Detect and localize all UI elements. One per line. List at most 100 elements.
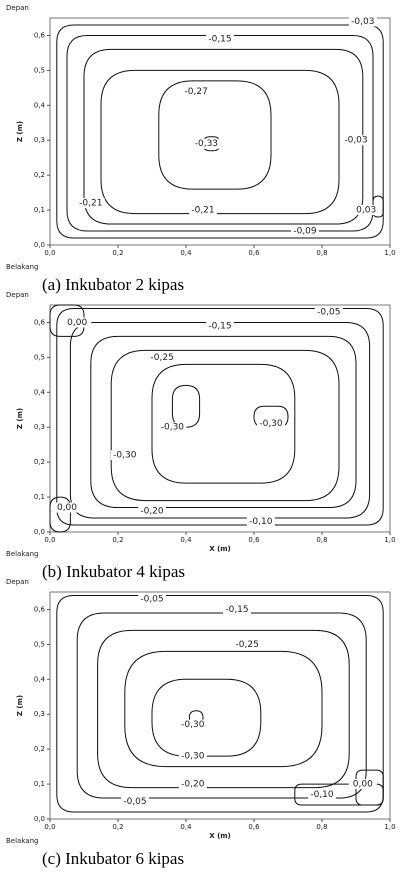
contour-line: [56, 307, 384, 526]
y-tick-label: 0,1: [34, 206, 45, 214]
contour-label: -0,25: [236, 640, 259, 650]
contour-label-bg: [158, 422, 187, 433]
x-tick-label: 0,0: [44, 823, 55, 831]
contour-line: [355, 769, 384, 806]
x-tick-label: 0,2: [112, 823, 123, 831]
contour-label: -0,30: [181, 752, 205, 762]
contour-label-bg: [257, 418, 285, 429]
annotation-top: Depan: [6, 4, 29, 12]
x-tick-label: 0,6: [248, 536, 260, 544]
contour-line: [83, 48, 364, 225]
contour-line: [90, 335, 357, 509]
y-tick-label: 0,4: [34, 675, 46, 683]
contour-label: 0,00: [57, 503, 77, 513]
contour-label-bg: [223, 604, 251, 615]
caption: (b) Inkubator 4 kipas: [42, 562, 185, 581]
contour-label-bg: [308, 789, 336, 800]
contour-line: [158, 80, 272, 190]
contour-label: -0,15: [225, 605, 248, 615]
contour-line: [49, 304, 85, 337]
contour-label-bg: [314, 306, 343, 317]
contour-label-bg: [233, 639, 262, 650]
contour-label: -0,05: [123, 797, 146, 807]
x-tick-label: 0,0: [44, 249, 55, 257]
x-tick-label: 0,6: [248, 823, 260, 831]
contour-label-bg: [148, 352, 177, 363]
contour-label: -0,21: [191, 206, 214, 216]
contour-label: -0,10: [310, 790, 334, 800]
x-tick-label: 1,0: [384, 536, 395, 544]
x-tick-label: 0,4: [180, 823, 192, 831]
contour-label: -0,10: [249, 517, 273, 527]
contour-label: -0,20: [140, 507, 164, 517]
contour-line: [97, 629, 350, 789]
contour-label: -0,30: [181, 720, 205, 730]
panel: 0,0 0,2 0,4 0,6 0,8 1,0 0,0 0,1 0,2 0,3 0,4 0,5 0,6 -…: [6, 578, 396, 868]
annotation-bottom: Belakang: [6, 263, 38, 271]
y-tick-label: 0,3: [34, 423, 45, 431]
contour-label: -0,03: [351, 17, 374, 27]
contour-line: [100, 69, 340, 215]
contour-label: 0,03: [356, 206, 376, 216]
y-axis-label: Z (m): [16, 408, 24, 429]
plot-frame: [49, 304, 391, 533]
x-tick-label: 0,2: [112, 249, 123, 257]
contour-line: [69, 321, 371, 519]
caption: (a) Inkubator 2 kipas: [42, 275, 184, 294]
plot-frame: [49, 591, 391, 820]
contour-line: [124, 650, 323, 768]
y-tick-label: 0,5: [34, 640, 45, 648]
contour-line: [151, 363, 296, 484]
contour-label: -0,30: [161, 423, 185, 433]
contour-label-bg: [138, 593, 166, 604]
contour-line: [76, 612, 367, 799]
x-tick-label: 0,6: [248, 249, 260, 257]
y-tick-label: 0,0: [34, 815, 45, 823]
contour-label-bg: [348, 779, 377, 790]
contour-line: [66, 34, 374, 232]
x-axis-label: X (m): [209, 832, 231, 840]
contour-label: 0,00: [67, 318, 87, 328]
annotation-bottom: Belakang: [6, 837, 38, 845]
contour-label: 0,00: [353, 780, 373, 790]
y-tick-label: 0,4: [34, 101, 46, 109]
contour-label-bg: [206, 320, 234, 331]
contour-label: -0,15: [208, 321, 231, 331]
contour-label: -0,30: [259, 419, 283, 429]
x-tick-label: 0,0: [44, 536, 55, 544]
contour-label-bg: [189, 205, 217, 216]
contour-label-bg: [138, 506, 166, 517]
y-tick-label: 0,1: [34, 780, 45, 788]
y-tick-label: 0,2: [34, 745, 45, 753]
contour-label: -0,15: [208, 34, 231, 44]
contour-label: -0,27: [185, 87, 208, 97]
y-tick-label: 0,6: [34, 31, 46, 39]
contour-label: -0,03: [344, 136, 367, 146]
contour-label-bg: [206, 33, 234, 44]
contour-label-bg: [348, 16, 377, 27]
contour-label: -0,33: [195, 139, 218, 149]
x-tick-label: 0,8: [316, 536, 327, 544]
plot-frame: [49, 17, 391, 246]
contour-line: [56, 24, 384, 239]
contour-label-bg: [192, 138, 221, 149]
x-tick-label: 1,0: [384, 249, 395, 257]
y-tick-label: 0,3: [34, 136, 45, 144]
contour-line: [372, 195, 384, 218]
y-tick-label: 0,4: [34, 388, 46, 396]
annotation-top: Depan: [6, 291, 29, 299]
y-axis-label: Z (m): [16, 121, 24, 142]
contour-label-bg: [352, 205, 381, 216]
contour-label: -0,21: [79, 199, 102, 209]
y-tick-label: 0,3: [34, 710, 45, 718]
contour-label: -0,20: [181, 780, 205, 790]
y-tick-label: 0,2: [34, 171, 45, 179]
y-tick-label: 0,5: [34, 66, 45, 74]
contour-label-bg: [182, 86, 211, 97]
y-axis-label: Z (m): [16, 695, 24, 716]
contour-label-bg: [110, 450, 139, 461]
contour-label: -0,05: [317, 307, 340, 317]
annotation-top: Depan: [6, 578, 29, 586]
x-tick-label: 0,8: [316, 249, 327, 257]
